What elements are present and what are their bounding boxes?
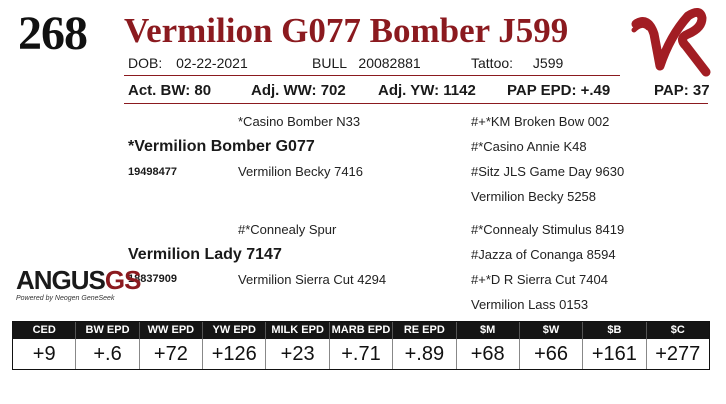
epd-value: +.71 bbox=[330, 339, 394, 369]
dam-registration: 18837909 bbox=[128, 273, 177, 285]
brand-logo-icon bbox=[631, 8, 711, 77]
epd-header: MARB EPD bbox=[330, 322, 394, 339]
adj-yw: Adj. YW: 1142 bbox=[378, 82, 476, 99]
sex-label: BULL bbox=[312, 55, 347, 71]
epd-header: RE EPD bbox=[393, 322, 457, 339]
angus-gs-logo: ANGUSGS Powered by Neogen GeneSeek bbox=[16, 265, 141, 318]
dam-of-sire-sire: #Sitz JLS Game Day 9630 bbox=[471, 164, 625, 179]
epd-value: +23 bbox=[266, 339, 330, 369]
adj-ww: Adj. WW: 702 bbox=[251, 82, 346, 99]
epd-value-row: +9 +.6 +72 +126 +23 +.71 +.89 +68 +66 +1… bbox=[13, 339, 709, 369]
sire-granddam: #*Casino Annie K48 bbox=[471, 139, 587, 154]
divider-bottom bbox=[124, 103, 708, 104]
epd-header-row: CED BW EPD WW EPD YW EPD MILK EPD MARB E… bbox=[13, 322, 709, 339]
epd-value: +161 bbox=[583, 339, 647, 369]
epd-header: $C bbox=[670, 324, 685, 336]
epd-value: +.6 bbox=[76, 339, 140, 369]
epd-table: CED BW EPD WW EPD YW EPD MILK EPD MARB E… bbox=[12, 321, 710, 370]
dam-sire-sire: #*Connealy Stimulus 8419 bbox=[471, 222, 625, 237]
epd-value: +126 bbox=[203, 339, 267, 369]
epd-header: CED bbox=[13, 322, 77, 339]
dam-of-sire-dam: Vermilion Becky 5258 bbox=[471, 189, 597, 204]
dam-sire-dam: #Jazza of Conanga 8594 bbox=[471, 247, 616, 262]
dob-value: 02-22-2021 bbox=[176, 55, 248, 71]
epd-value: +72 bbox=[140, 339, 204, 369]
pap: PAP: 37 bbox=[654, 82, 710, 99]
act-bw: Act. BW: 80 bbox=[128, 82, 212, 99]
sire-registration: 19498477 bbox=[128, 166, 177, 178]
logo-accent-text: GS bbox=[104, 265, 142, 295]
registration: BULL 20082881 bbox=[312, 54, 421, 72]
tattoo: Tattoo: J599 bbox=[471, 54, 563, 72]
animal-name: Vermilion G077 Bomber J599 bbox=[124, 11, 569, 50]
epd-value: +.89 bbox=[393, 339, 457, 369]
epd-header: $W bbox=[520, 322, 584, 339]
tattoo-value: J599 bbox=[532, 55, 564, 71]
dam-dam-sire: #+*D R Sierra Cut 7404 bbox=[471, 272, 608, 287]
lot-number: 268 bbox=[18, 7, 88, 60]
sire-sire: *Casino Bomber N33 bbox=[238, 114, 361, 129]
dam-name: Vermilion Lady 7147 bbox=[128, 246, 282, 263]
epd-value: +9 bbox=[13, 339, 77, 369]
sire-dam: Vermilion Becky 7416 bbox=[238, 164, 364, 179]
epd-header: WW EPD bbox=[140, 322, 204, 339]
epd-value: +68 bbox=[457, 339, 520, 369]
logo-main-text: ANGUS bbox=[16, 265, 106, 295]
sire-grandsire: #+*KM Broken Bow 002 bbox=[471, 114, 610, 129]
dam-dam-dam: Vermilion Lass 0153 bbox=[471, 297, 589, 312]
dam-dam: Vermilion Sierra Cut 4294 bbox=[238, 272, 387, 287]
epd-value: +277 bbox=[655, 343, 701, 365]
registration-number: 20082881 bbox=[358, 55, 421, 71]
pap-epd: PAP EPD: +.49 bbox=[507, 82, 611, 99]
epd-header: $M bbox=[457, 322, 520, 339]
epd-header: $B bbox=[583, 322, 647, 339]
logo-tagline: Powered by Neogen GeneSeek bbox=[16, 295, 115, 302]
tattoo-label: Tattoo: bbox=[471, 55, 514, 71]
dam-sire: #*Connealy Spur bbox=[238, 222, 337, 237]
epd-header: BW EPD bbox=[76, 322, 140, 339]
info-row: DOB: 02-22-2021 bbox=[128, 54, 248, 72]
dob-label: DOB: bbox=[128, 55, 163, 71]
epd-header: YW EPD bbox=[203, 322, 267, 339]
epd-value: +66 bbox=[520, 339, 584, 369]
epd-header: MILK EPD bbox=[266, 322, 330, 339]
divider-top bbox=[124, 75, 620, 76]
sire-name: *Vermilion Bomber G077 bbox=[128, 138, 315, 155]
